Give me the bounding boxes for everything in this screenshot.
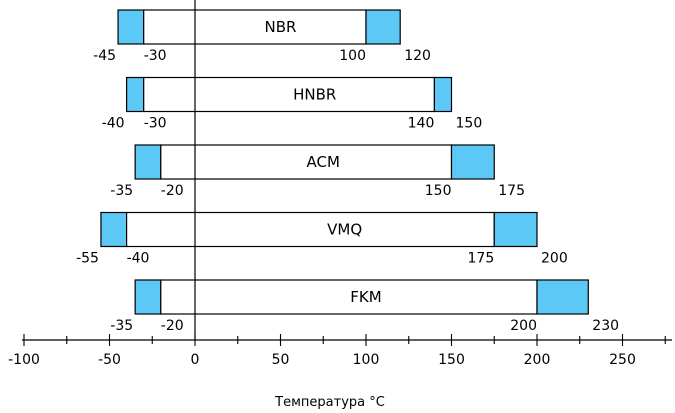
bar-nbr-core xyxy=(143,9,367,45)
x-tick-label-200: 200 xyxy=(524,352,551,368)
bar-vmq-low-extension xyxy=(100,211,128,248)
bar-vmq-core xyxy=(125,211,495,248)
bar-hnbr-label-inner-min: -30 xyxy=(144,116,167,132)
bar-acm-label-inner-min: -20 xyxy=(161,183,184,199)
bar-fkm-high-extension xyxy=(536,279,589,315)
x-tick-label--100: -100 xyxy=(8,352,40,368)
bar-acm-label-inner-max: 150 xyxy=(425,183,452,199)
bar-nbr: NBR -45 -30 100 120 xyxy=(93,9,431,64)
bar-hnbr-core xyxy=(143,76,436,113)
bar-hnbr: HNBR -40 -30 140 150 xyxy=(102,76,483,132)
bar-fkm: FKM -35 -20 200 230 xyxy=(110,279,619,334)
bars-layer: NBR -45 -30 100 120 HNBR -40 -30 140 150 ACM -35 -20… xyxy=(76,9,619,334)
bar-acm-high-extension xyxy=(450,144,495,180)
bar-fkm-label-outer-max: 230 xyxy=(592,318,619,334)
bar-nbr-label-inner-min: -30 xyxy=(144,48,167,64)
bar-nbr-low-extension xyxy=(117,9,145,45)
bar-acm-core xyxy=(160,144,453,180)
bar-vmq-name: VMQ xyxy=(327,221,362,239)
bar-vmq-label-outer-min: -55 xyxy=(76,251,99,267)
x-axis: -100 -50 0 50 100 150 200 250 xyxy=(8,334,672,368)
bar-nbr-label-outer-max: 120 xyxy=(404,48,431,64)
bar-vmq-label-inner-min: -40 xyxy=(127,251,150,267)
bar-fkm-label-inner-min: -20 xyxy=(161,318,184,334)
bar-hnbr-label-outer-min: -40 xyxy=(102,116,125,132)
bar-hnbr-high-extension xyxy=(433,76,453,113)
bar-vmq-label-inner-max: 175 xyxy=(468,251,495,267)
bar-nbr-high-extension xyxy=(365,9,401,45)
bar-nbr-label-inner-max: 100 xyxy=(339,48,366,64)
x-tick-label-0: 0 xyxy=(191,352,200,368)
bar-hnbr-label-inner-max: 140 xyxy=(408,116,435,132)
x-tick-label-150: 150 xyxy=(438,352,465,368)
bar-acm-label-outer-max: 175 xyxy=(498,183,525,199)
bar-nbr-label-outer-min: -45 xyxy=(93,48,116,64)
bar-vmq-label-outer-max: 200 xyxy=(541,251,568,267)
bar-acm: ACM -35 -20 150 175 xyxy=(110,144,525,199)
bar-acm-low-extension xyxy=(134,144,162,180)
bar-vmq: VMQ -55 -40 175 200 xyxy=(76,211,568,267)
bar-fkm-name: FKM xyxy=(350,288,381,306)
bar-vmq-high-extension xyxy=(493,211,538,248)
bar-fkm-core xyxy=(160,279,538,315)
bar-hnbr-name: HNBR xyxy=(293,86,336,104)
x-tick-label-50: 50 xyxy=(272,352,290,368)
x-tick-label-250: 250 xyxy=(609,352,636,368)
bar-hnbr-low-extension xyxy=(125,76,145,113)
bar-fkm-label-outer-min: -35 xyxy=(110,318,133,334)
x-tick-label--50: -50 xyxy=(98,352,121,368)
bar-acm-name: ACM xyxy=(307,153,340,171)
bar-acm-label-outer-min: -35 xyxy=(110,183,133,199)
bar-hnbr-label-outer-max: 150 xyxy=(456,116,483,132)
x-tick-label-100: 100 xyxy=(353,352,380,368)
bar-fkm-label-inner-max: 200 xyxy=(510,318,537,334)
bar-fkm-low-extension xyxy=(134,279,162,315)
bar-nbr-name: NBR xyxy=(265,18,297,36)
x-axis-label: Температура °C xyxy=(274,395,385,410)
